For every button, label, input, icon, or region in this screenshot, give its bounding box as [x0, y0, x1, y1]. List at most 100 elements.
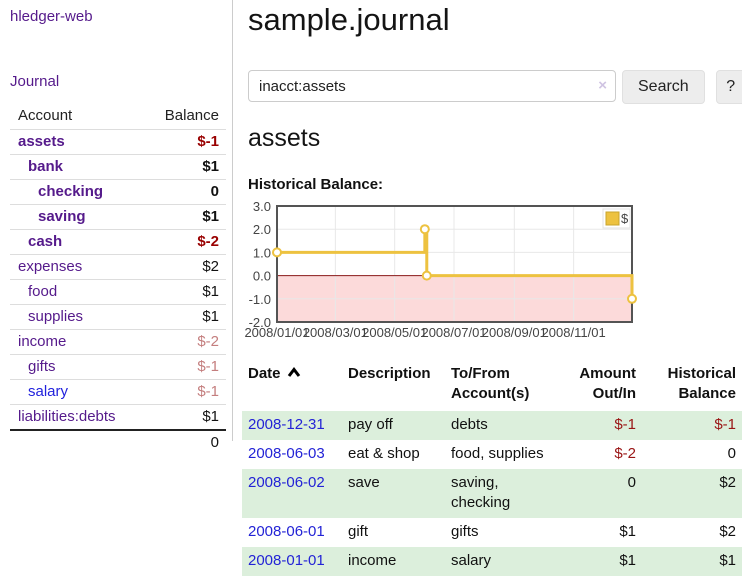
register-row: 2008-06-03 eat & shop food, supplies $-2 0 [242, 440, 742, 469]
chart-title: Historical Balance: [248, 176, 384, 193]
account-link-supplies[interactable]: supplies [28, 308, 84, 325]
account-tree-row: checking 0 [10, 179, 226, 205]
y-tick-label: -1.0 [249, 292, 271, 307]
register-table: Date Description To/From Account(s) Amou… [242, 362, 742, 576]
transaction-description: gift [348, 523, 369, 540]
transaction-balance: 0 [727, 445, 736, 462]
account-balance: $1 [146, 154, 226, 180]
register-row: 2008-12-31 pay off debts $-1 $-1 [242, 411, 742, 440]
transaction-accounts: saving, checking [445, 469, 557, 518]
transaction-amount: $1 [619, 523, 636, 540]
account-link-saving[interactable]: saving [38, 208, 86, 225]
historical-balance-chart: $3.0 2.0 1.0 0.0 -1.0 -2.0 2008/01/01 2008/03/0… [242, 196, 742, 348]
transaction-amount: $-1 [557, 411, 642, 440]
account-link-assets[interactable]: assets [18, 133, 65, 150]
transaction-amount: 0 [557, 469, 642, 518]
transaction-date-link[interactable]: 2008-01-01 [248, 552, 325, 569]
account-tree-row: salary $-1 [10, 379, 226, 405]
transaction-amount: $-2 [614, 445, 636, 462]
account-balance: $2 [146, 254, 226, 280]
amount-column-header: Amount Out/In [579, 365, 636, 402]
account-balance: 0 [146, 179, 226, 205]
register-header-row: Date Description To/From Account(s) Amou… [242, 362, 742, 411]
y-tick-label: -2.0 [249, 315, 271, 330]
account-link-food[interactable]: food [28, 283, 58, 300]
legend-label: $ [621, 211, 629, 226]
account-tree-row: liabilities:debts $1 [10, 404, 226, 430]
transaction-date-link[interactable]: 2008-12-31 [248, 416, 325, 433]
account-tree-row: assets $-1 [10, 129, 226, 155]
search-button[interactable]: Search [622, 70, 705, 104]
transaction-balance: $2 [642, 469, 742, 518]
account-balance: $-1 [146, 379, 226, 405]
register-row: 2008-06-02 save saving, checking 0 $2 [242, 469, 742, 518]
account-tree-body: assets $-1 bank $1 checking 0 saving $1 cash $-2 e… [10, 129, 226, 455]
y-tick-label: 3.0 [253, 199, 271, 214]
account-link-gifts[interactable]: gifts [28, 358, 56, 375]
account-tree-header: Account Balance [10, 105, 226, 130]
account-column-header: Account [18, 107, 73, 124]
page-title: sample.journal [248, 2, 450, 37]
transaction-accounts: food, supplies [451, 445, 544, 462]
account-tree-row: cash $-2 [10, 229, 226, 255]
transaction-date-link[interactable]: 2008-06-01 [248, 523, 325, 540]
sidebar-item-journal[interactable]: Journal [10, 73, 60, 90]
account-link-income[interactable]: income [18, 333, 67, 350]
legend-swatch [605, 211, 620, 226]
register-row: 2008-01-01 income salary $1 $1 [242, 547, 742, 576]
transaction-date-link[interactable]: 2008-06-03 [248, 445, 325, 462]
account-tree-row: gifts $-1 [10, 354, 226, 380]
data-point-marker [419, 224, 430, 235]
description-column-header: Description [348, 365, 431, 382]
account-balance: $-2 [146, 329, 226, 355]
transaction-accounts: gifts [451, 523, 479, 540]
balance-column-header-register: Historical Balance [667, 365, 736, 402]
account-link-bank[interactable]: bank [28, 158, 64, 175]
transaction-balance: $-1 [642, 411, 742, 440]
account-balance: $-1 [146, 129, 226, 155]
data-point-marker [627, 293, 637, 304]
account-balance: $1 [146, 279, 226, 305]
account-balance: $-1 [146, 354, 226, 380]
clear-search-icon[interactable]: × [598, 77, 607, 94]
account-link-checking[interactable]: checking [38, 183, 104, 200]
transaction-description: save [342, 469, 445, 518]
data-point-marker [421, 270, 432, 281]
y-tick-label: 1.0 [253, 245, 271, 260]
x-tick-label: 2008/09/01 [482, 325, 547, 340]
account-link-expenses[interactable]: expenses [18, 258, 83, 275]
data-point-marker [272, 247, 282, 258]
account-link-salary[interactable]: salary [28, 383, 69, 400]
transaction-description: pay off [342, 411, 445, 440]
sidebar: hledger-web Journal Account Balance asse… [0, 0, 233, 455]
x-tick-label: 2008/11/01 [542, 325, 606, 340]
register-body: 2008-12-31 pay off debts $-1 $-1 2008-06-03 ea… [242, 411, 742, 576]
account-link-cash[interactable]: cash [28, 233, 63, 250]
transaction-amount: $1 [557, 547, 642, 576]
account-link-liabilities-debts[interactable]: liabilities:debts [18, 408, 116, 425]
transaction-balance: $2 [719, 523, 736, 540]
balance-column-header: Balance [164, 107, 219, 124]
y-tick-label: 2.0 [253, 222, 271, 237]
account-tree-row: income $-2 [10, 329, 226, 355]
sort-ascending-icon [287, 364, 301, 384]
search-form: × Search ? [248, 70, 742, 104]
x-tick-label: 2008/01/01 [244, 325, 309, 340]
transaction-accounts: debts [445, 411, 557, 440]
transaction-description: income [342, 547, 445, 576]
chart-canvas: $3.0 2.0 1.0 0.0 -1.0 -2.02008/01/012008/03/0… [244, 199, 637, 340]
help-button[interactable]: ? [715, 70, 742, 104]
chart-legend: $ [602, 208, 631, 229]
transaction-balance: $1 [642, 547, 742, 576]
date-column-header[interactable]: Date [242, 362, 342, 411]
x-tick-label: 2008/07/01 [421, 325, 486, 340]
search-input[interactable] [248, 70, 616, 102]
x-tick-label: 2008/05/01 [362, 325, 427, 340]
account-balance: $-2 [146, 229, 226, 255]
account-tree-row: supplies $1 [10, 304, 226, 330]
app-brand-link[interactable]: hledger-web [10, 8, 93, 25]
x-tick-label: 2008/03/01 [303, 325, 368, 340]
transaction-date-link[interactable]: 2008-06-02 [248, 474, 325, 491]
account-tree-row: expenses $2 [10, 254, 226, 280]
y-tick-label: 0.0 [253, 269, 271, 284]
